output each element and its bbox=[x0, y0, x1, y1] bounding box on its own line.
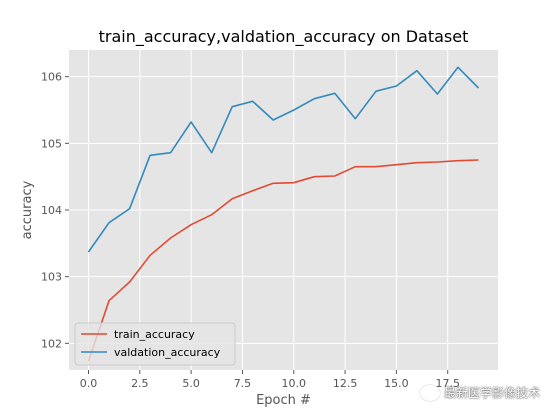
legend: train_accuracy valdation_accuracy bbox=[74, 322, 236, 366]
x-tick-label: 12.5 bbox=[333, 377, 358, 390]
legend-label-train: train_accuracy bbox=[114, 328, 195, 341]
chart-title: train_accuracy,valdation_accuracy on Dat… bbox=[99, 27, 469, 47]
x-tick-label: 5.0 bbox=[182, 377, 200, 390]
legend-label-validation: valdation_accuracy bbox=[114, 346, 221, 359]
y-tick-label: 104 bbox=[41, 204, 62, 217]
series-line-1 bbox=[87, 66, 480, 253]
series-lines bbox=[87, 66, 480, 362]
y-tick-label: 105 bbox=[41, 137, 62, 150]
x-tick-label: 7.5 bbox=[234, 377, 252, 390]
x-axis-label: Epoch # bbox=[256, 393, 311, 408]
wechat-icon bbox=[419, 385, 440, 401]
x-tick-label: 2.5 bbox=[131, 377, 149, 390]
x-tick-label: 15.0 bbox=[384, 377, 409, 390]
x-ticks: 0.0 2.5 5.0 7.5 10.0 12.5 15.0 17.5 bbox=[80, 370, 460, 390]
x-tick-label: 10.0 bbox=[282, 377, 307, 390]
y-tick-label: 106 bbox=[41, 71, 62, 84]
y-axis-label: accuracy bbox=[20, 180, 35, 239]
watermark: 最新医学影像技术 bbox=[419, 384, 540, 401]
y-ticks: 102 103 104 105 106 bbox=[41, 71, 69, 350]
x-tick-label: 17.5 bbox=[435, 377, 460, 390]
series-line-0 bbox=[87, 159, 479, 362]
y-tick-label: 103 bbox=[41, 271, 62, 284]
watermark-text: 最新医学影像技术 bbox=[443, 385, 540, 400]
legend-box bbox=[74, 322, 236, 366]
y-tick-label: 102 bbox=[41, 337, 62, 350]
x-tick-label: 0.0 bbox=[80, 377, 98, 390]
